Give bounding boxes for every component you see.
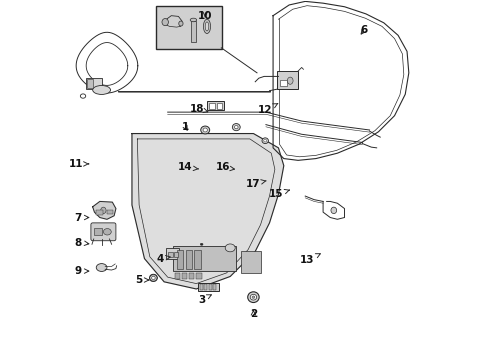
Ellipse shape (205, 22, 208, 31)
Ellipse shape (232, 123, 240, 131)
Text: 17: 17 (245, 179, 265, 189)
Bar (189, 273, 194, 279)
Bar (185, 249, 192, 269)
Text: 8: 8 (75, 238, 89, 248)
Text: 6: 6 (360, 25, 367, 35)
Text: 5: 5 (135, 275, 148, 285)
Ellipse shape (200, 243, 203, 246)
Text: 18: 18 (190, 104, 207, 113)
Text: 15: 15 (269, 189, 289, 199)
Ellipse shape (263, 139, 266, 142)
Polygon shape (93, 202, 116, 219)
Ellipse shape (251, 296, 254, 298)
Ellipse shape (179, 21, 183, 26)
Bar (279, 80, 286, 86)
Bar (182, 273, 187, 279)
FancyBboxPatch shape (156, 6, 222, 49)
Text: 2: 2 (249, 309, 257, 319)
Bar (198, 283, 219, 291)
Bar (208, 284, 211, 290)
Text: 3: 3 (198, 295, 211, 305)
Bar (85, 78, 102, 89)
Bar (213, 284, 216, 290)
Bar (96, 210, 103, 215)
Bar (208, 103, 215, 109)
FancyBboxPatch shape (91, 223, 116, 241)
Bar (176, 249, 183, 269)
Bar (167, 252, 172, 257)
Ellipse shape (262, 138, 268, 144)
Bar (173, 246, 235, 271)
Ellipse shape (225, 244, 235, 252)
Text: 11: 11 (68, 159, 88, 169)
Bar (107, 210, 113, 214)
Ellipse shape (96, 264, 107, 271)
Text: 7: 7 (75, 212, 89, 222)
Ellipse shape (250, 294, 256, 300)
Bar (216, 103, 222, 109)
Ellipse shape (103, 229, 111, 235)
Ellipse shape (190, 18, 196, 22)
Text: 13: 13 (299, 254, 320, 265)
Bar (194, 249, 201, 269)
Text: 9: 9 (75, 266, 89, 276)
Polygon shape (132, 134, 283, 289)
Bar (175, 273, 180, 279)
Text: 4: 4 (157, 253, 170, 264)
Ellipse shape (201, 126, 209, 134)
Bar (206, 102, 224, 111)
Ellipse shape (234, 126, 238, 129)
Bar (241, 251, 260, 273)
Bar (200, 284, 203, 290)
Ellipse shape (287, 77, 292, 84)
Text: 16: 16 (215, 162, 234, 172)
Bar (87, 79, 93, 88)
Ellipse shape (203, 128, 207, 132)
Ellipse shape (247, 292, 259, 302)
Text: 12: 12 (257, 104, 277, 115)
Ellipse shape (93, 86, 110, 94)
Bar (196, 273, 201, 279)
Ellipse shape (203, 19, 210, 33)
Text: 14: 14 (178, 162, 198, 172)
Bar (204, 284, 207, 290)
Ellipse shape (149, 274, 157, 282)
Ellipse shape (101, 207, 106, 213)
Ellipse shape (80, 94, 85, 98)
Bar (94, 228, 102, 235)
Bar (165, 248, 179, 258)
Ellipse shape (330, 207, 336, 213)
Ellipse shape (151, 276, 155, 279)
Bar (190, 21, 196, 42)
Bar (174, 252, 178, 257)
Bar (276, 71, 298, 89)
Text: 10: 10 (198, 11, 212, 21)
Ellipse shape (162, 18, 168, 26)
Text: 1: 1 (182, 122, 189, 132)
